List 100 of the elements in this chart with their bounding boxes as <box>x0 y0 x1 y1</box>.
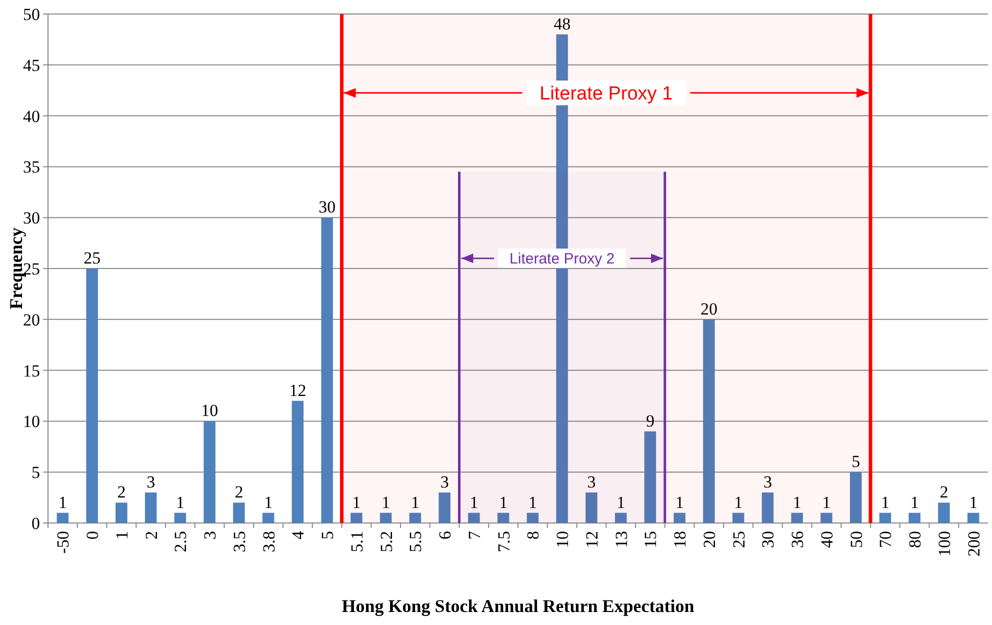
data-label: 10 <box>201 401 218 420</box>
y-tick-label: 50 <box>23 4 40 24</box>
bar <box>468 512 480 523</box>
bar <box>380 512 392 523</box>
bar <box>86 268 98 523</box>
y-tick-label: 40 <box>23 106 40 126</box>
x-tick-label: 5 <box>318 531 338 540</box>
data-label: 1 <box>176 492 184 512</box>
bar <box>497 512 510 523</box>
x-tick-label: 36 <box>788 531 808 548</box>
bar <box>174 512 186 523</box>
x-tick-label: 2.5 <box>171 531 190 552</box>
data-label: 2 <box>234 482 244 502</box>
bar <box>674 512 686 523</box>
bar <box>321 218 333 523</box>
x-tick-label: 2 <box>142 531 161 540</box>
data-label: 3 <box>440 472 449 492</box>
y-tick-label: 20 <box>23 310 40 330</box>
data-label: 1 <box>792 492 802 512</box>
bar <box>438 492 450 523</box>
bar <box>116 502 128 523</box>
bar <box>820 512 832 523</box>
bar <box>144 492 157 523</box>
data-label: 12 <box>289 380 306 400</box>
bar <box>262 512 274 523</box>
x-tick-label: 5.2 <box>376 531 396 552</box>
y-tick-label: 10 <box>23 412 40 432</box>
data-label: 48 <box>554 14 571 34</box>
bar <box>614 512 627 523</box>
x-tick-label: -50 <box>54 531 73 554</box>
x-tick-label: 3 <box>200 531 220 540</box>
band-label: Literate Proxy 2 <box>510 250 615 268</box>
x-tick-label: 3.8 <box>259 531 278 552</box>
data-label: 1 <box>880 492 890 512</box>
x-tick-label: 50 <box>846 531 866 548</box>
data-label: 1 <box>616 492 626 512</box>
x-tick-label: 12 <box>582 531 602 548</box>
y-tick-label: 5 <box>32 463 40 482</box>
data-label: 2 <box>117 482 126 502</box>
bar <box>908 512 920 523</box>
x-tick-label: 5.1 <box>347 531 366 552</box>
data-label: 5 <box>852 452 860 472</box>
x-tick-label: 18 <box>670 531 690 548</box>
data-label: 20 <box>700 299 718 318</box>
x-tick-label: 20 <box>700 531 719 548</box>
x-tick-label: 1 <box>112 531 132 540</box>
x-tick-label: 0 <box>83 531 102 540</box>
y-axis-title: Frequency <box>6 228 26 310</box>
data-label: 3 <box>587 472 596 492</box>
bar <box>791 512 803 523</box>
y-tick-label: 15 <box>23 361 40 380</box>
data-label: 9 <box>646 411 654 430</box>
x-tick-label: 4 <box>288 530 308 540</box>
bar <box>586 492 598 523</box>
y-tick-label: 45 <box>23 56 40 75</box>
x-tick-label: 13 <box>612 531 631 548</box>
bar <box>850 472 862 523</box>
data-label: 1 <box>910 492 919 512</box>
data-label: 1 <box>264 492 273 512</box>
data-label: 1 <box>410 492 420 512</box>
x-axis-title: Hong Kong Stock Annual Return Expectation <box>342 596 694 616</box>
data-label: 1 <box>382 492 390 512</box>
x-tick-label: 3.5 <box>230 531 249 552</box>
y-tick-label: 30 <box>23 208 40 228</box>
x-tick-label: 100 <box>934 531 954 556</box>
data-label: 3 <box>763 472 772 492</box>
x-tick-label: 70 <box>876 531 896 548</box>
data-label: 1 <box>822 492 831 512</box>
bar <box>292 400 304 523</box>
data-label: 1 <box>528 492 537 512</box>
bar <box>409 512 422 523</box>
bar <box>233 502 245 523</box>
y-tick-label: 35 <box>23 158 40 177</box>
band-label: Literate Proxy 1 <box>540 84 673 105</box>
data-label: 30 <box>318 198 336 217</box>
bar <box>732 512 744 523</box>
data-label: 1 <box>675 492 684 512</box>
bar <box>938 502 950 523</box>
bar <box>644 431 656 523</box>
x-tick-label: 7.5 <box>494 531 514 552</box>
bar <box>56 512 69 523</box>
data-label: 1 <box>58 492 67 512</box>
bar <box>879 512 892 523</box>
data-label: 1 <box>499 492 508 512</box>
x-tick-label: 10 <box>553 531 572 548</box>
data-label: 1 <box>352 492 361 512</box>
x-tick-label: 80 <box>906 531 925 548</box>
bar <box>204 421 216 523</box>
bar <box>703 319 715 523</box>
data-label: 2 <box>940 482 948 502</box>
x-tick-label: 5.5 <box>406 531 426 552</box>
data-label: 3 <box>146 472 156 492</box>
bar <box>526 512 539 523</box>
bar <box>967 512 980 523</box>
data-label: 1 <box>969 492 978 512</box>
bar <box>762 492 774 523</box>
data-label: 25 <box>84 248 101 268</box>
data-label: 1 <box>470 492 478 512</box>
x-tick-label: 40 <box>817 531 836 548</box>
x-tick-label: 200 <box>964 531 984 556</box>
